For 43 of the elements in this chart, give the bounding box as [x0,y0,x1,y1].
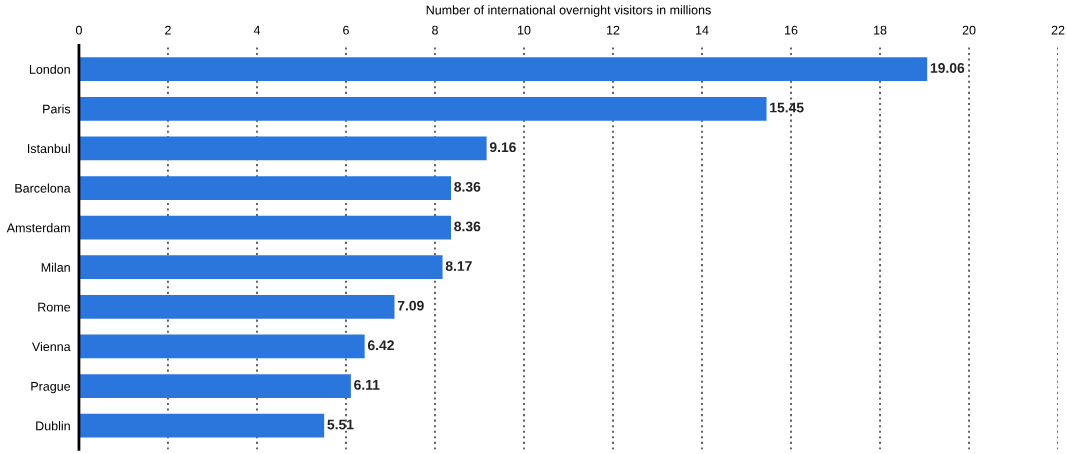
y-tick-label: Prague [31,382,71,394]
data-label: 8.36 [454,221,481,232]
bar [78,413,325,438]
data-label: 8.36 [454,181,481,192]
bar [78,176,452,200]
x-tick-label: 22 [1051,25,1065,35]
x-tick-label: 12 [607,25,620,35]
x-tick-label: 20 [962,25,976,35]
bar [78,215,452,240]
data-label: 5.51 [327,419,354,430]
data-label: 8.17 [445,261,472,271]
x-tick-label: 0 [75,25,82,35]
y-tick-label: Amsterdam [6,223,70,233]
y-tick-label: Rome [38,302,71,312]
x-tick-label: 6 [343,25,349,35]
y-tick-label: London [29,64,70,74]
data-label: 19.06 [930,63,965,73]
bar [78,334,365,359]
x-tick-label: 14 [696,25,709,35]
y-tick-label: Barcelona [15,183,71,193]
data-label: 6.11 [354,379,380,390]
y-tick-label: Paris [43,104,71,114]
x-axis-title: Number of international overnight visitors in millions [426,5,711,17]
bar [78,96,767,121]
x-tick-label: 18 [874,25,887,35]
bar [78,374,351,398]
y-tick-label: Milan [41,262,70,272]
x-tick-label: 10 [518,25,531,35]
x-tick-label: 16 [785,25,798,35]
y-tick-label: Dublin [36,421,70,431]
x-tick-label: 4 [253,25,261,35]
bar [78,294,395,319]
y-tick-label: Vienna [31,341,71,352]
x-tick-label: 8 [432,25,438,35]
bar [78,255,443,280]
bar [78,57,928,82]
data-label: 15.45 [770,102,804,113]
bar [78,136,487,161]
data-label: 6.42 [367,340,394,351]
y-tick-label: Istanbul [28,143,70,154]
data-label: 7.09 [397,300,424,311]
x-tick-label: 2 [165,25,171,35]
data-label: 9.16 [489,142,516,153]
